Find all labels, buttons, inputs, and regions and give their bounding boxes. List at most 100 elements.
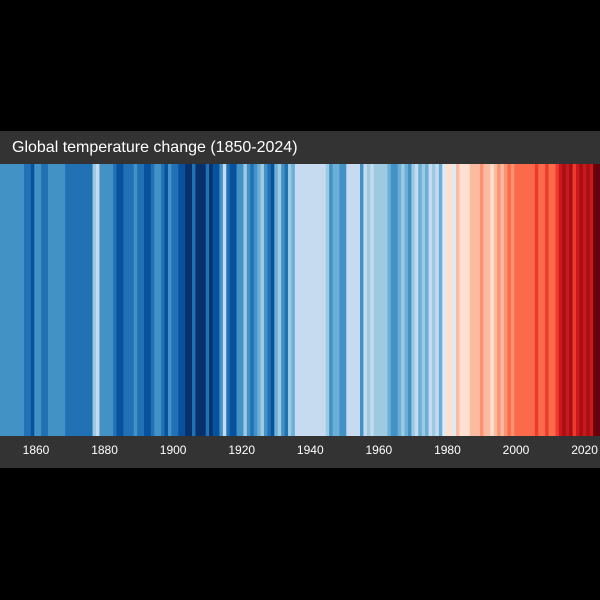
stripe-1883 (113, 164, 118, 436)
stripe-1936 (294, 164, 299, 436)
stripe-1855 (17, 164, 22, 436)
stripe-1927 (264, 164, 269, 436)
stripe-1900 (171, 164, 176, 436)
stripe-1869 (65, 164, 70, 436)
stripe-2002 (521, 164, 526, 436)
stripe-1940 (308, 164, 313, 436)
stripe-1868 (61, 164, 66, 436)
x-tick-label: 1920 (228, 443, 256, 457)
stripe-1935 (291, 164, 296, 436)
stripe-1978 (438, 164, 443, 436)
stripe-1992 (486, 164, 491, 436)
x-axis: 1860 1880 1900 1920 1940 1960 1980 2000 2020 (0, 436, 600, 468)
stripe-1889 (133, 164, 138, 436)
stripe-1995 (497, 164, 502, 436)
stripe-1877 (92, 164, 97, 436)
stripe-2014 (562, 164, 567, 436)
x-tick-label: 1860 (22, 443, 50, 457)
stripe-1965 (394, 164, 399, 436)
x-tick-label: 2020 (571, 443, 598, 457)
stripe-1871 (72, 164, 77, 436)
stripe-1996 (500, 164, 505, 436)
stripe-1928 (267, 164, 272, 436)
stripe-1917 (229, 164, 234, 436)
stripe-1948 (336, 164, 341, 436)
stripe-1944 (322, 164, 327, 436)
stripe-2016 (569, 164, 574, 436)
stripe-1972 (418, 164, 423, 436)
stripe-1879 (99, 164, 104, 436)
stripe-1867 (58, 164, 63, 436)
stripe-1899 (168, 164, 173, 436)
stripe-2012 (555, 164, 560, 436)
stripe-1957 (366, 164, 371, 436)
stripe-1968 (404, 164, 409, 436)
stripe-1941 (312, 164, 317, 436)
stripe-2011 (552, 164, 557, 436)
stripe-1862 (41, 164, 46, 436)
stripe-1945 (325, 164, 330, 436)
stripe-2023 (593, 164, 598, 436)
stripe-1937 (298, 164, 303, 436)
stripe-1850 (0, 164, 5, 436)
stripe-1901 (174, 164, 179, 436)
stripe-1958 (370, 164, 375, 436)
stripe-1884 (116, 164, 121, 436)
stripe-1896 (157, 164, 162, 436)
stripe-2018 (576, 164, 581, 436)
stripe-1988 (473, 164, 478, 436)
stripe-2013 (558, 164, 563, 436)
stripe-1912 (212, 164, 217, 436)
stripe-1861 (37, 164, 42, 436)
stripe-1856 (20, 164, 25, 436)
stripe-2001 (517, 164, 522, 436)
stripe-1916 (226, 164, 231, 436)
stripe-1888 (130, 164, 135, 436)
stripe-1886 (123, 164, 128, 436)
x-tick-label: 1880 (91, 443, 118, 457)
stripe-1985 (462, 164, 467, 436)
stripe-2024 (596, 164, 600, 436)
stripe-1979 (442, 164, 447, 436)
stripe-1920 (240, 164, 245, 436)
stripe-1986 (466, 164, 471, 436)
stripe-1946 (329, 164, 334, 436)
stripe-1852 (6, 164, 11, 436)
stripe-1876 (89, 164, 94, 436)
stripe-1931 (277, 164, 282, 436)
stripe-1858 (27, 164, 32, 436)
stripe-1980 (445, 164, 450, 436)
stripe-1934 (288, 164, 293, 436)
stripe-1932 (281, 164, 286, 436)
stripe-1914 (219, 164, 224, 436)
title-bar: Global temperature change (1850-2024) (0, 131, 600, 164)
stripe-1922 (246, 164, 251, 436)
stripe-2008 (541, 164, 546, 436)
stripe-1860 (34, 164, 39, 436)
stripe-1870 (68, 164, 73, 436)
stripe-1918 (233, 164, 238, 436)
stripe-1998 (507, 164, 512, 436)
stripe-2006 (534, 164, 539, 436)
stripe-1925 (257, 164, 262, 436)
chart-title: Global temperature change (1850-2024) (12, 139, 298, 156)
stripe-1898 (164, 164, 169, 436)
stripe-1987 (469, 164, 474, 436)
stripe-1873 (78, 164, 83, 436)
stripe-1969 (408, 164, 413, 436)
stripe-2000 (514, 164, 519, 436)
stripe-1872 (75, 164, 80, 436)
stripe-1921 (243, 164, 248, 436)
stripe-1875 (85, 164, 90, 436)
stripe-1994 (493, 164, 498, 436)
stripe-1919 (236, 164, 241, 436)
stripe-1989 (476, 164, 481, 436)
stripe-1999 (510, 164, 515, 436)
stripe-2003 (524, 164, 529, 436)
stripe-1973 (421, 164, 426, 436)
stripe-1939 (305, 164, 310, 436)
stripe-1895 (154, 164, 159, 436)
stripe-2005 (531, 164, 536, 436)
stripe-1913 (216, 164, 221, 436)
